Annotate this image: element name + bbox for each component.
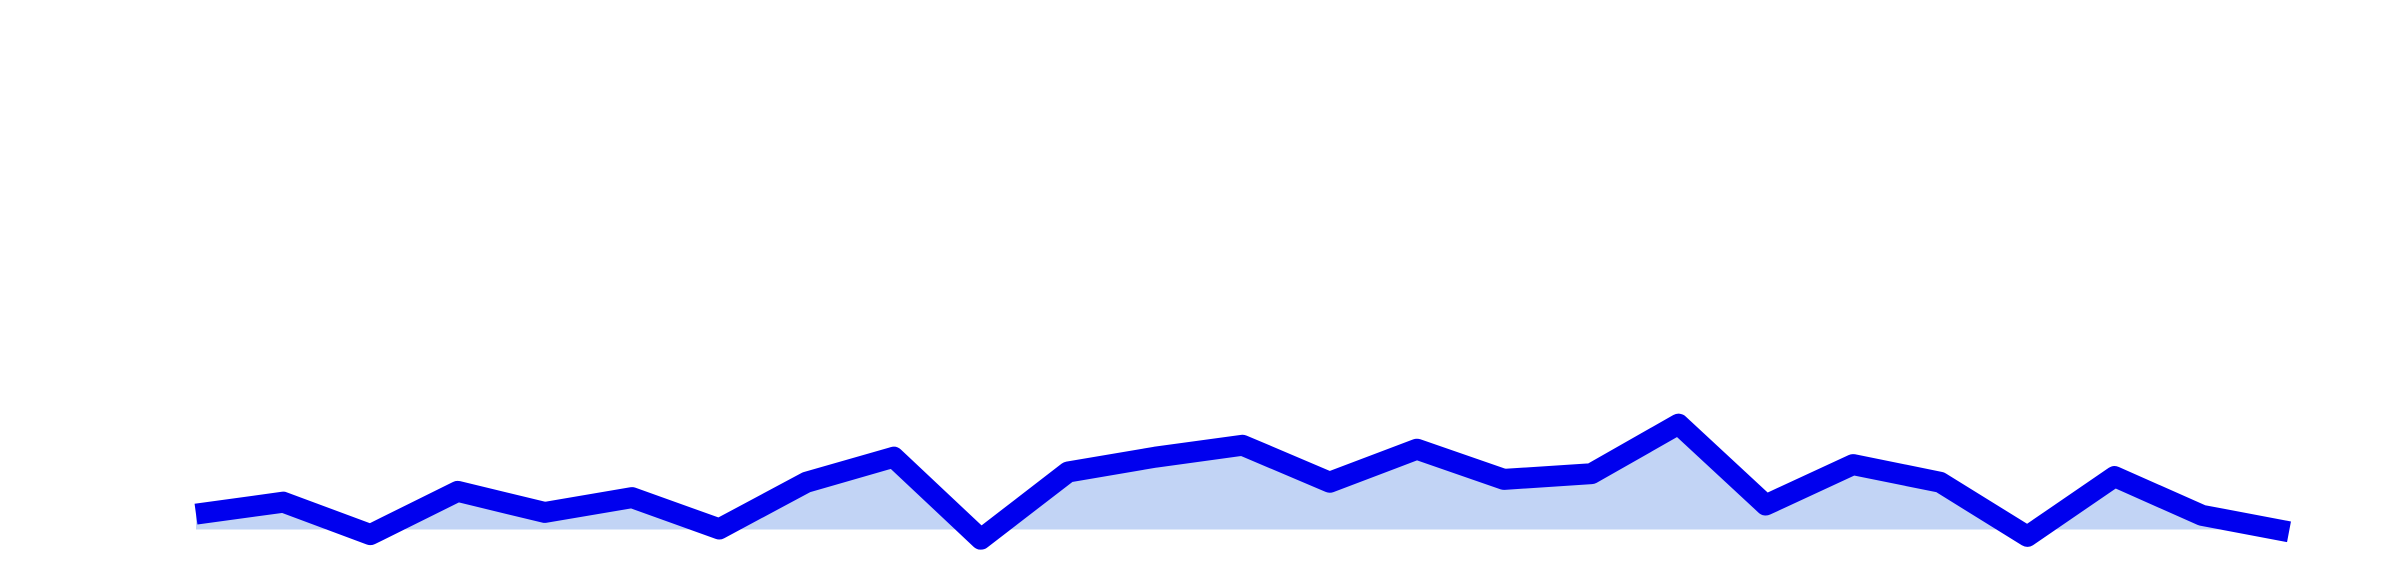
line bbox=[194, 413, 2291, 550]
